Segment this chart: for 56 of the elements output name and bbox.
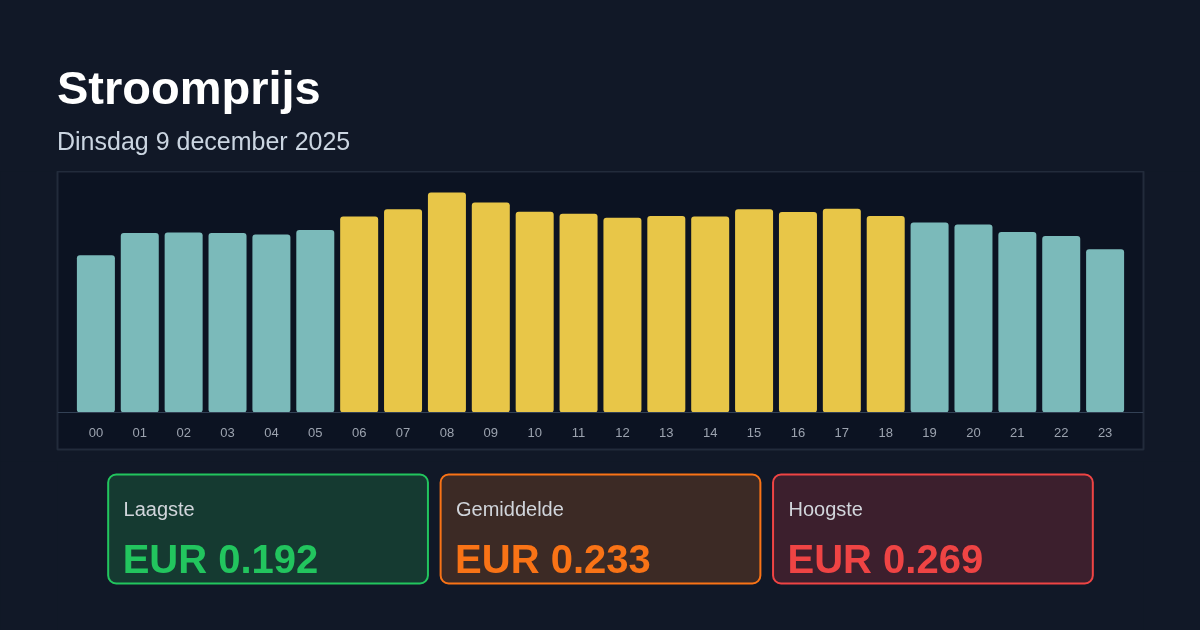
x-tick-label: 11 bbox=[571, 424, 586, 440]
x-tick-label: 02 bbox=[176, 424, 191, 440]
bar bbox=[164, 232, 203, 413]
text: Hoogste bbox=[788, 497, 863, 520]
x-tick-label: 04 bbox=[264, 424, 279, 440]
bar bbox=[340, 216, 379, 413]
bar bbox=[910, 222, 949, 413]
bar bbox=[1042, 235, 1081, 413]
x-tick-label: 18 bbox=[878, 424, 893, 440]
bar bbox=[471, 202, 510, 413]
text: EUR 0.269 bbox=[787, 536, 984, 581]
bar bbox=[252, 234, 291, 413]
x-tick-label: 10 bbox=[527, 424, 542, 440]
bar bbox=[603, 217, 642, 413]
x-tick-label: 19 bbox=[922, 424, 937, 440]
x-tick-label: 23 bbox=[1097, 424, 1113, 440]
x-tick-label: 07 bbox=[395, 424, 411, 440]
bar bbox=[647, 215, 686, 413]
text: EUR 0.233 bbox=[455, 536, 651, 581]
x-tick-label: 20 bbox=[966, 424, 981, 440]
x-tick-label: 06 bbox=[351, 424, 367, 440]
text: Gemiddelde bbox=[456, 497, 564, 520]
text: EUR 0.192 bbox=[122, 536, 319, 581]
x-tick-label: 16 bbox=[790, 424, 806, 440]
x-tick-label: 15 bbox=[746, 424, 762, 440]
bar bbox=[998, 232, 1037, 413]
bar bbox=[559, 213, 598, 413]
bar bbox=[778, 212, 817, 413]
x-tick-label: 05 bbox=[308, 424, 323, 440]
x-tick-label: 01 bbox=[132, 424, 148, 440]
x-tick-label: 08 bbox=[439, 424, 455, 440]
x-tick-label: 00 bbox=[88, 424, 104, 440]
bar bbox=[384, 209, 423, 413]
bar bbox=[296, 230, 335, 413]
bar bbox=[822, 208, 861, 413]
bar bbox=[76, 255, 115, 413]
chart-subtitle: Dinsdag 9 december 2025 bbox=[57, 126, 351, 156]
x-tick-label: 21 bbox=[1010, 424, 1025, 440]
bar bbox=[691, 216, 730, 413]
bar bbox=[208, 232, 247, 413]
x-tick-label: 14 bbox=[702, 424, 718, 440]
chart-title: Stroomprijs bbox=[57, 61, 322, 114]
bar bbox=[120, 232, 159, 413]
x-tick-label: 12 bbox=[615, 424, 630, 440]
x-tick-label: 13 bbox=[659, 424, 674, 440]
bar bbox=[515, 211, 554, 413]
x-tick-label: 09 bbox=[483, 424, 499, 440]
bar bbox=[866, 215, 905, 413]
x-tick-label: 03 bbox=[220, 424, 235, 440]
bar bbox=[735, 209, 774, 413]
text: Laagste bbox=[123, 497, 195, 520]
bar bbox=[1086, 249, 1125, 413]
x-tick-label: 22 bbox=[1054, 424, 1069, 440]
bar bbox=[954, 224, 993, 413]
x-tick-label: 17 bbox=[834, 424, 850, 440]
bar bbox=[427, 192, 466, 413]
